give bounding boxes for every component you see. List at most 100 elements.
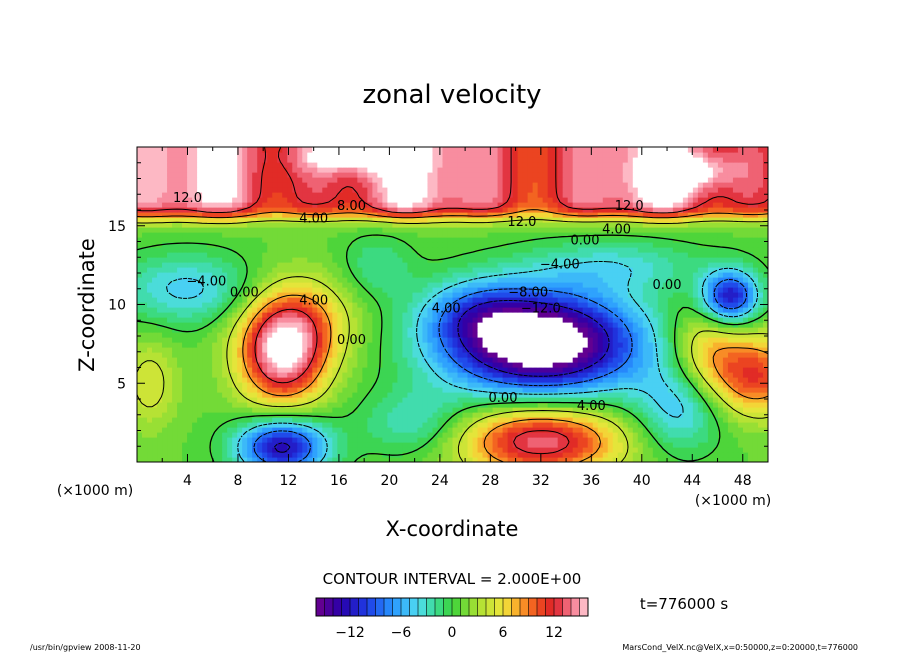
field-cell: [137, 432, 143, 438]
field-cell: [477, 452, 484, 458]
field-cell: [342, 352, 348, 358]
field-cell: [337, 412, 343, 418]
field-cell: [542, 292, 549, 298]
field-cell: [187, 377, 193, 383]
field-cell: [757, 267, 764, 273]
field-cell: [227, 312, 233, 318]
field-cell: [327, 292, 333, 298]
field-cell: [697, 332, 704, 338]
field-cell: [717, 447, 724, 453]
field-cell: [677, 297, 684, 303]
field-cell: [442, 372, 449, 378]
field-cell: [202, 297, 208, 303]
field-cell: [312, 357, 318, 363]
field-cell: [497, 352, 504, 358]
field-cell: [182, 412, 188, 418]
field-cell: [317, 342, 323, 348]
field-cell: [552, 272, 559, 278]
field-cell: [367, 332, 373, 338]
field-cell: [622, 317, 629, 323]
field-cell: [587, 362, 594, 368]
field-cell: [582, 302, 589, 308]
field-cell: [442, 317, 449, 323]
field-cell: [692, 272, 699, 278]
field-cell: [762, 432, 768, 438]
field-cell: [762, 327, 768, 333]
field-cell: [202, 282, 208, 288]
field-cell: [607, 347, 614, 353]
field-cell: [212, 422, 218, 428]
field-cell: [252, 272, 258, 278]
field-cell: [197, 377, 203, 383]
field-cell: [262, 442, 268, 448]
field-cell: [377, 327, 383, 333]
field-cell: [157, 367, 163, 373]
field-cell: [212, 397, 218, 403]
field-cell: [697, 377, 704, 383]
field-cell: [542, 432, 549, 438]
field-cell: [702, 312, 709, 318]
field-cell: [672, 302, 679, 308]
field-cell: [522, 317, 529, 323]
field-cell: [692, 287, 699, 293]
field-cell: [742, 412, 749, 418]
field-cell: [467, 392, 474, 398]
field-cell: [442, 367, 449, 373]
field-cell: [572, 287, 579, 293]
field-cell: [482, 372, 489, 378]
field-cell: [707, 302, 714, 308]
field-cell: [717, 362, 724, 368]
field-cell: [257, 377, 263, 383]
field-cell: [452, 402, 459, 408]
field-cell: [537, 342, 544, 348]
field-cell: [627, 427, 634, 433]
field-cell: [327, 272, 333, 278]
field-cell: [457, 452, 464, 458]
field-cell: [367, 402, 373, 408]
field-cell: [177, 382, 183, 388]
field-cell: [472, 402, 479, 408]
field-cell: [177, 437, 183, 443]
field-cell: [312, 382, 318, 388]
field-cell: [407, 457, 414, 462]
field-cell: [317, 447, 323, 453]
field-cell: [727, 312, 734, 318]
field-cell: [547, 387, 554, 393]
field-cell: [392, 312, 399, 318]
field-cell: [302, 377, 308, 383]
field-cell: [522, 432, 529, 438]
field-cell: [542, 312, 549, 318]
field-cell: [222, 327, 228, 333]
field-cell: [732, 347, 739, 353]
field-cell: [292, 362, 298, 368]
field-cell: [267, 432, 273, 438]
field-cell: [477, 337, 484, 343]
field-cell: [557, 287, 564, 293]
field-cell: [277, 262, 283, 268]
field-cell: [412, 262, 419, 268]
field-cell: [637, 302, 644, 308]
field-cell: [442, 282, 449, 288]
field-cell: [762, 372, 768, 378]
field-cell: [422, 412, 429, 418]
field-cell: [607, 302, 614, 308]
field-cell: [142, 432, 148, 438]
field-cell: [592, 287, 599, 293]
field-cell: [482, 317, 489, 323]
field-cell: [447, 432, 454, 438]
field-cell: [522, 347, 529, 353]
field-cell: [292, 312, 298, 318]
field-cell: [212, 357, 218, 363]
field-cell: [432, 337, 439, 343]
field-cell: [157, 352, 163, 358]
field-cell: [267, 357, 273, 363]
field-cell: [267, 347, 273, 353]
field-cell: [222, 322, 228, 328]
field-cell: [147, 417, 153, 423]
field-cell: [307, 367, 313, 373]
field-cell: [692, 392, 699, 398]
field-cell: [642, 392, 649, 398]
field-cell: [607, 292, 614, 298]
field-cell: [257, 282, 263, 288]
field-cell: [537, 362, 544, 368]
